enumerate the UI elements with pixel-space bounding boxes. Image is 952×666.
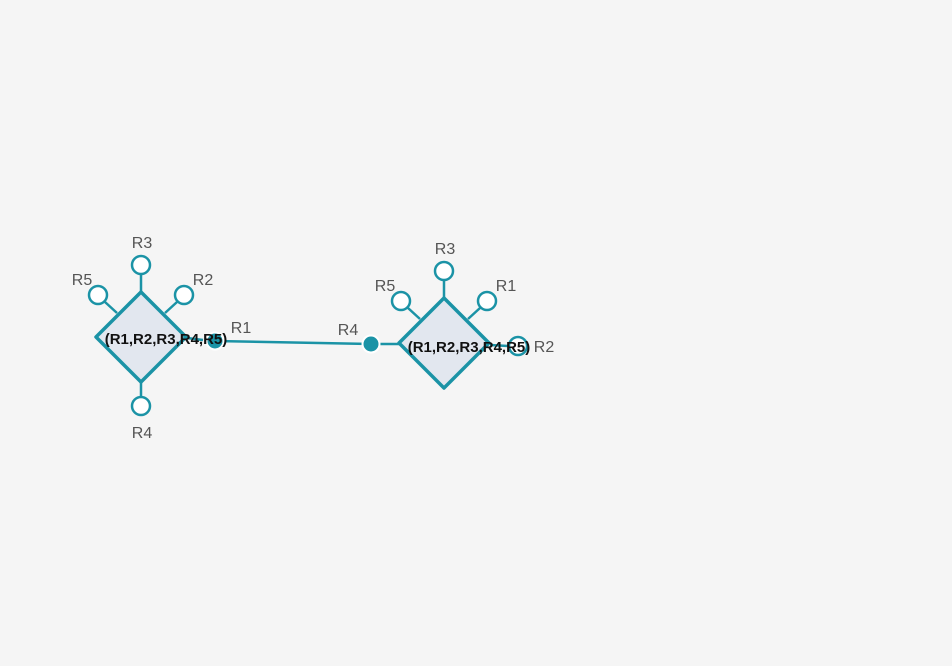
- node-right[interactable]: R3 R1 R2 R4 R5 (R1,R2,R3,R4,R5): [338, 241, 555, 390]
- port-circle[interactable]: [390, 290, 412, 312]
- port-stub: [186, 336, 204, 342]
- port-circle[interactable]: [361, 334, 381, 354]
- port-circle[interactable]: [205, 331, 225, 351]
- port-r4[interactable]: R4: [130, 395, 153, 442]
- port-circle[interactable]: [173, 284, 195, 306]
- port-label: R4: [132, 425, 153, 442]
- nodes-layer: R3 R2 R1 R4 R5 (R1,R2,R3,R4,R5) R3 R1 R2 R4 R5 (R1,…: [72, 235, 555, 442]
- port-r1[interactable]: R1: [205, 320, 252, 351]
- node-diamond[interactable]: [94, 290, 188, 384]
- port-label: R3: [132, 235, 153, 252]
- port-label: R3: [435, 241, 456, 258]
- port-r5[interactable]: R5: [375, 278, 412, 312]
- port-circle[interactable]: [507, 335, 529, 357]
- port-circle[interactable]: [130, 254, 152, 276]
- port-label: R2: [193, 272, 214, 289]
- node-label: (R1,R2,R3,R4,R5): [105, 331, 228, 348]
- port-label: R2: [534, 339, 555, 356]
- port-r4[interactable]: R4: [338, 322, 381, 354]
- port-stub: [467, 307, 481, 320]
- port-r2[interactable]: R2: [173, 272, 214, 306]
- node-label: (R1,R2,R3,R4,R5): [408, 339, 531, 356]
- port-label: R1: [496, 278, 517, 295]
- port-stub: [407, 307, 421, 320]
- port-r3[interactable]: R3: [130, 235, 153, 276]
- edges-layer: [214, 339, 372, 346]
- port-circle[interactable]: [476, 290, 498, 312]
- edge-line[interactable]: [214, 339, 372, 346]
- port-stub: [164, 301, 178, 314]
- port-circle[interactable]: [87, 284, 109, 306]
- node-left[interactable]: R3 R2 R1 R4 R5 (R1,R2,R3,R4,R5): [72, 235, 252, 442]
- port-label: R5: [72, 272, 93, 289]
- port-label: R1: [231, 320, 252, 337]
- node-diamond[interactable]: [397, 296, 491, 390]
- port-r2[interactable]: R2: [507, 335, 555, 357]
- port-r1[interactable]: R1: [476, 278, 517, 312]
- port-r3[interactable]: R3: [433, 241, 456, 282]
- port-circle[interactable]: [433, 260, 455, 282]
- port-r5[interactable]: R5: [72, 272, 109, 306]
- port-circle[interactable]: [130, 395, 152, 417]
- port-label: R4: [338, 322, 359, 339]
- port-label: R5: [375, 278, 396, 295]
- port-stub: [104, 301, 118, 314]
- port-stub: [489, 343, 509, 348]
